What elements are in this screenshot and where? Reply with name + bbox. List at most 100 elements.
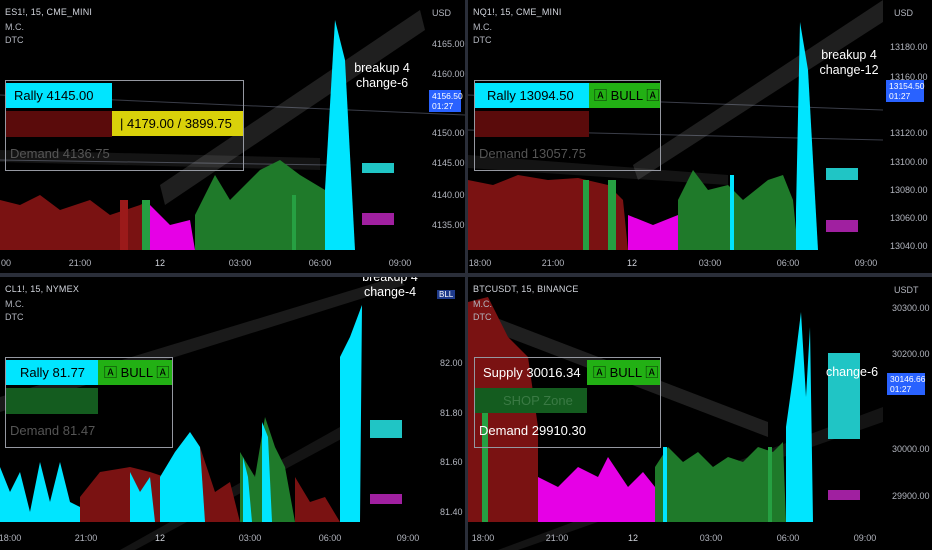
signal-row-2-fill — [6, 111, 112, 137]
signal-row-1-badge: 🄰 BULL 🄰 — [587, 360, 660, 385]
signal-row-3-label: Demand 4136.75 — [10, 146, 110, 161]
y-tick: 13080.00 — [890, 185, 928, 195]
y-tick: 13160.00 — [890, 72, 928, 82]
breakup-annotation: breakup 4 change-4 — [362, 277, 418, 299]
signal-row-3-label: Demand 29910.30 — [479, 423, 586, 438]
target-block-magenta — [370, 494, 402, 504]
target-block-magenta — [828, 490, 860, 500]
signal-row-1-label: Rally 4145.00 — [6, 83, 112, 108]
indicator-dtc[interactable]: DTC — [473, 35, 492, 45]
area-green-segment — [195, 160, 325, 250]
currency-label: USD — [894, 8, 914, 18]
target-block-magenta — [826, 220, 858, 232]
indicator-dtc[interactable]: DTC — [5, 312, 24, 322]
target-block-cyan — [826, 168, 858, 180]
x-tick: 21:00 — [545, 533, 569, 543]
x-tick: 06:00 — [318, 533, 342, 543]
signal-box: Supply 30016.34 🄰 BULL 🄰 SHOP Zone Deman… — [474, 357, 661, 448]
x-tick: 09:00 — [396, 533, 420, 543]
x-tick: 06:00 — [776, 533, 800, 543]
chart-pane-es[interactable]: ES1!, 15, CME_MINI M.C. DTC Rally 4145.0… — [0, 0, 465, 273]
target-block-magenta — [362, 213, 394, 225]
currency-label: BLL — [437, 290, 456, 299]
currency-label: USDT — [894, 285, 919, 295]
y-tick: 4150.00 — [432, 128, 465, 138]
x-tick: 18:00 — [471, 533, 495, 543]
x-tick: 06:00 — [308, 258, 332, 268]
x-tick: 00 — [0, 258, 12, 268]
target-block-cyan — [362, 163, 394, 173]
symbol-label[interactable]: ES1!, 15, CME_MINI — [5, 7, 93, 17]
x-tick: 12 — [154, 533, 166, 543]
signal-row-3-label: Demand 81.47 — [10, 423, 96, 438]
y-tick: 29900.00 — [892, 491, 930, 501]
symbol-label[interactable]: NQ1!, 15, CME_MINI — [473, 7, 562, 17]
indicator-mc[interactable]: M.C. — [473, 22, 492, 32]
indicator-mc[interactable]: M.C. — [473, 299, 492, 309]
x-tick: 21:00 — [74, 533, 98, 543]
y-tick: 4145.00 — [432, 158, 465, 168]
y-tick: 4140.00 — [432, 190, 465, 200]
y-tick: 13100.00 — [890, 157, 928, 167]
y-tick: 4135.00 — [432, 220, 465, 230]
area-red-segment-1 — [0, 195, 150, 250]
x-tick: 12 — [154, 258, 166, 268]
signal-box: Rally 4145.00 | 4179.00 / 3899.75 Demand… — [5, 80, 244, 171]
x-tick: 09:00 — [854, 258, 878, 268]
y-tick: 13060.00 — [890, 213, 928, 223]
x-tick: 21:00 — [68, 258, 92, 268]
signal-row-1-badge: 🄰 BULL 🄰 — [589, 83, 660, 108]
area-red-segment-1 — [468, 175, 628, 250]
signal-row-1-label: Rally 13094.50 — [475, 83, 589, 108]
y-tick: 82.00 — [440, 358, 463, 368]
y-tick: 13040.00 — [890, 241, 928, 251]
x-tick: 09:00 — [853, 533, 877, 543]
x-tick: 03:00 — [699, 533, 723, 543]
signal-row-2-badge: SHOP Zone — [475, 388, 587, 413]
area-cyan-spike — [340, 305, 362, 522]
chart-pane-btc[interactable]: BTCUSDT, 15, BINANCE M.C. DTC Supply 300… — [468, 277, 932, 550]
x-tick: 12 — [626, 258, 638, 268]
indicator-dtc[interactable]: DTC — [5, 35, 24, 45]
last-price-tag: 13154.50 01:27 — [886, 80, 924, 102]
area-green-segment — [678, 170, 798, 250]
pane-divider-vertical[interactable] — [465, 0, 468, 550]
signal-row-1-label: Rally 81.77 — [6, 360, 98, 385]
x-tick: 18:00 — [468, 258, 492, 268]
indicator-mc[interactable]: M.C. — [5, 22, 24, 32]
symbol-label[interactable]: CL1!, 15, NYMEX — [5, 284, 80, 294]
area-cyan-segment-1 — [0, 462, 80, 522]
area-cyan-spike — [796, 22, 818, 250]
y-tick: 4165.00 — [432, 39, 465, 49]
area-cyan-spike — [325, 20, 355, 250]
y-tick: 81.80 — [440, 408, 463, 418]
signal-row-3-label: Demand 13057.75 — [479, 146, 586, 161]
signal-box: Rally 13094.50 🄰 BULL 🄰 Demand 13057.75 — [474, 80, 661, 171]
target-block-cyan — [370, 420, 402, 438]
area-magenta-segment — [150, 205, 195, 250]
change-annotation: change-6 — [825, 365, 879, 379]
symbol-label[interactable]: BTCUSDT, 15, BINANCE — [473, 284, 579, 294]
price-chart-es[interactable] — [0, 0, 465, 273]
y-tick: 81.40 — [440, 507, 463, 517]
last-price-tag: 4156.50 01:27 — [429, 90, 463, 112]
signal-row-1-label: Supply 30016.34 — [483, 365, 581, 380]
signal-row-2-badge: | 4179.00 / 3899.75 — [112, 111, 243, 136]
y-tick: 81.60 — [440, 457, 463, 467]
x-tick: 03:00 — [238, 533, 262, 543]
x-tick: 09:00 — [388, 258, 412, 268]
indicator-mc[interactable]: M.C. — [5, 299, 24, 309]
y-tick: 30300.00 — [892, 303, 930, 313]
area-magenta-segment — [628, 215, 678, 250]
indicator-dtc[interactable]: DTC — [473, 312, 492, 322]
signal-row-2-fill — [475, 111, 589, 137]
x-tick: 18:00 — [0, 533, 22, 543]
target-block-cyan — [828, 353, 860, 439]
area-green-segment — [655, 442, 786, 522]
signal-box: Rally 81.77 🄰 BULL 🄰 Demand 81.47 — [5, 357, 173, 448]
chart-pane-nq[interactable]: NQ1!, 15, CME_MINI M.C. DTC Rally 13094.… — [468, 0, 932, 273]
x-tick: 21:00 — [541, 258, 565, 268]
chart-pane-cl[interactable]: CL1!, 15, NYMEX M.C. DTC Rally 81.77 🄰 B… — [0, 277, 465, 550]
signal-row-2-fill — [6, 388, 98, 414]
y-tick: 4160.00 — [432, 69, 465, 79]
